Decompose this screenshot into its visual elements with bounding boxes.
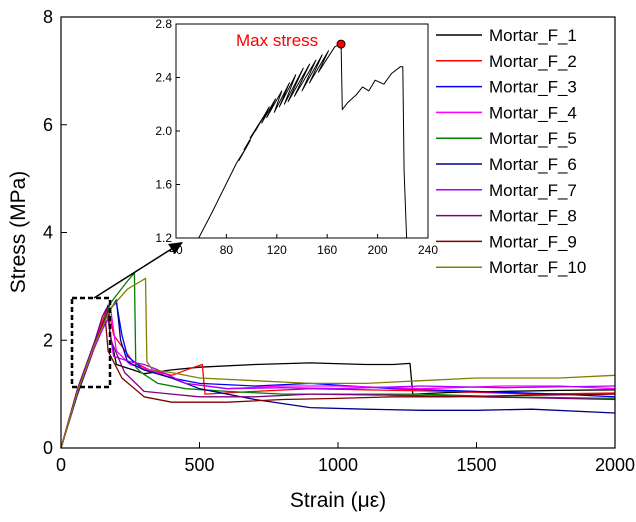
inset-x-ticks: 40 80 120 160 200 240 (169, 234, 438, 257)
series-line-8 (60, 307, 616, 449)
max-stress-label: Max stress (236, 31, 318, 50)
zoom-region-box (70, 296, 112, 389)
series-line-4 (60, 309, 616, 449)
inset-series-line (198, 43, 408, 239)
series-line-1 (60, 304, 616, 449)
x-axis-title: Strain (με) (290, 489, 386, 512)
inset-x-tick-label: 40 (169, 243, 183, 257)
max-stress-marker (336, 39, 346, 49)
legend-item: Mortar_F_9 (436, 232, 577, 251)
series-line-5 (60, 272, 616, 449)
legend-item: Mortar_F_1 (436, 26, 577, 45)
inset-x-tick-label: 240 (418, 243, 438, 257)
legend-item: Mortar_F_8 (436, 207, 577, 226)
inset-y-tick-label: 2.0 (155, 124, 172, 138)
legend-item: Mortar_F_10 (436, 258, 586, 277)
inset-background (176, 24, 428, 238)
legend-label: Mortar_F_1 (489, 26, 577, 45)
legend-item: Mortar_F_2 (436, 52, 577, 71)
inset-x-tick-label: 200 (368, 243, 388, 257)
legend-item: Mortar_F_5 (436, 129, 577, 148)
y-tick-label: 0 (43, 438, 53, 458)
inset-series-layer (198, 43, 408, 239)
x-tick-label: 500 (184, 455, 214, 475)
y-tick-label: 8 (43, 7, 53, 27)
legend-item: Mortar_F_6 (436, 155, 577, 174)
x-tick-label: 1500 (456, 455, 496, 475)
legend-item: Mortar_F_3 (436, 78, 577, 97)
inset-y-tick-label: 2.4 (155, 71, 172, 85)
inset-x-tick-label: 80 (220, 243, 234, 257)
y-tick-label: 6 (43, 115, 53, 135)
x-tick-label: 2000 (595, 455, 635, 475)
legend-label: Mortar_F_4 (489, 103, 577, 122)
main-y-ticks: 0 2 4 6 8 (43, 7, 67, 458)
series-line-10 (60, 277, 616, 449)
inset-y-tick-label: 2.8 (155, 17, 172, 31)
x-tick-label: 1000 (318, 455, 358, 475)
legend-item: Mortar_F_4 (436, 103, 577, 122)
inset-x-tick-label: 160 (317, 243, 337, 257)
legend-label: Mortar_F_10 (489, 258, 586, 277)
legend-label: Mortar_F_6 (489, 155, 577, 174)
legend-label: Mortar_F_5 (489, 129, 577, 148)
legend-label: Mortar_F_3 (489, 78, 577, 97)
y-tick-label: 2 (43, 330, 53, 350)
legend-item: Mortar_F_7 (436, 181, 577, 200)
y-tick-label: 4 (43, 223, 53, 243)
legend-label: Mortar_F_2 (489, 52, 577, 71)
inset-y-tick-label: 1.2 (155, 231, 172, 245)
main-x-ticks: 0 500 1000 1500 2000 (56, 442, 635, 475)
inset-y-ticks: 1.2 1.6 2.0 2.4 2.8 (155, 17, 180, 245)
y-axis-title: Stress (MPa) (7, 171, 30, 294)
legend: Mortar_F_1 Mortar_F_2 Mortar_F_3 Mortar_F_4… (436, 26, 586, 277)
x-tick-label: 0 (56, 455, 66, 475)
legend-label: Mortar_F_9 (489, 232, 577, 251)
inset-y-tick-label: 1.6 (155, 178, 172, 192)
legend-label: Mortar_F_8 (489, 207, 577, 226)
inset-x-tick-label: 120 (267, 243, 287, 257)
zoom-arrow (93, 242, 183, 299)
series-line-3 (60, 301, 616, 449)
main-series-layer (60, 272, 616, 449)
series-line-2 (60, 307, 616, 449)
legend-label: Mortar_F_7 (489, 181, 577, 200)
